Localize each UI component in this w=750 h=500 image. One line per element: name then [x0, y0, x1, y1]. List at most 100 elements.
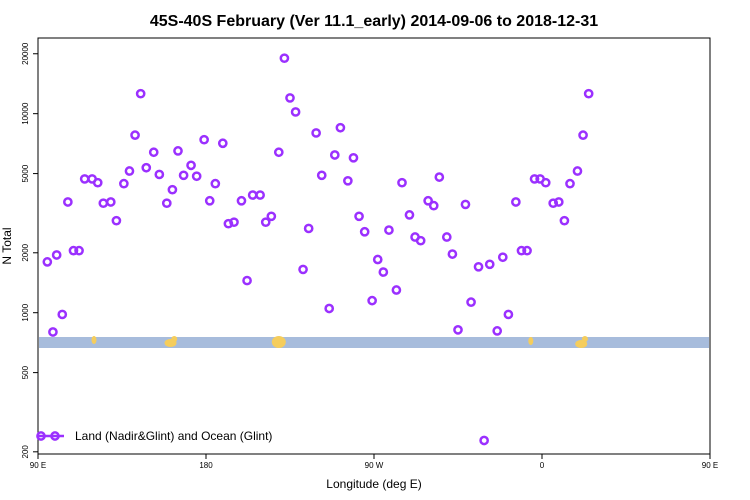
data-point: [51, 250, 62, 260]
data-point: [141, 162, 152, 173]
data-point: [565, 178, 575, 189]
y-tick-label: 1000: [21, 303, 30, 321]
data-point: [441, 232, 452, 242]
legend-marker: [50, 431, 60, 441]
data-point: [298, 264, 308, 275]
data-point: [210, 178, 221, 189]
data-point: [583, 88, 594, 99]
data-point: [303, 223, 314, 234]
x-axis-label: Longitude (deg E): [326, 477, 421, 491]
data-point: [404, 210, 415, 220]
data-point: [516, 245, 527, 256]
x-tick-label: 90 E: [702, 461, 718, 470]
y-tick-label: 2000: [21, 243, 30, 261]
data-point: [553, 197, 564, 207]
data-point: [191, 171, 202, 182]
data-point: [511, 197, 521, 207]
data-point: [497, 252, 508, 263]
data-point: [199, 134, 209, 145]
data-point: [529, 174, 540, 184]
y-tick-label: 5000: [21, 164, 30, 182]
y-tick-label: 20000: [21, 42, 30, 65]
data-point: [57, 309, 68, 320]
data-point: [484, 259, 495, 270]
data-point: [578, 130, 588, 140]
data-point: [572, 166, 583, 176]
plot-frame: [37, 37, 711, 455]
data-point: [372, 254, 383, 265]
data-point: [316, 170, 327, 181]
data-point: [285, 93, 295, 103]
data-point: [384, 225, 394, 235]
data-point: [247, 190, 258, 200]
data-point: [391, 285, 402, 295]
data-point: [186, 160, 196, 171]
data-point: [92, 177, 103, 188]
data-point: [460, 199, 471, 210]
data-point: [359, 226, 370, 237]
data-point: [335, 122, 346, 133]
land-patch: [271, 336, 286, 348]
data-point: [178, 170, 189, 181]
land-patch: [575, 340, 588, 348]
data-point: [130, 130, 140, 140]
data-point: [119, 178, 129, 189]
ocean-band: [39, 337, 709, 348]
data-point: [492, 326, 503, 336]
data-point: [124, 166, 135, 176]
data-point: [329, 150, 340, 160]
land-ocean-band: [39, 336, 709, 348]
land-patch: [528, 337, 534, 345]
y-axis-label: N Total: [0, 227, 14, 264]
x-axis: 90 E 180 90 W 0 90 E: [30, 454, 718, 470]
data-point: [311, 128, 321, 138]
data-point: [68, 245, 79, 256]
data-point: [173, 146, 183, 156]
data-point: [148, 147, 159, 158]
data-point: [111, 215, 122, 226]
data-point: [135, 88, 146, 99]
data-point: [167, 184, 178, 195]
legend: Land (Nadir&Glint) and Ocean (Glint): [36, 429, 272, 443]
data-point: [479, 435, 489, 446]
data-point: [354, 211, 364, 222]
y-tick-label: 500: [21, 365, 30, 379]
data-point: [466, 297, 476, 307]
data-point: [428, 200, 439, 211]
data-point: [79, 174, 90, 184]
x-tick-label: 180: [199, 461, 213, 470]
data-point: [415, 235, 426, 246]
legend-label: Land (Nadir&Glint) and Ocean (Glint): [75, 429, 272, 443]
data-point: [217, 138, 228, 149]
data-point: [204, 195, 215, 206]
data-point: [279, 53, 290, 64]
y-axis: 200 500 1000 2000 5000 10000 20000: [21, 42, 38, 458]
land-patch: [581, 336, 588, 342]
land-patch: [171, 336, 178, 342]
data-point: [453, 325, 463, 335]
data-point: [559, 215, 570, 226]
chart-title: 45S-40S February (Ver 11.1_early) 2014-0…: [150, 13, 598, 30]
data-point: [423, 195, 433, 206]
data-point: [522, 245, 532, 256]
x-tick-label: 0: [540, 461, 545, 470]
data-point: [63, 197, 73, 207]
data-point: [154, 169, 165, 180]
data-point: [397, 177, 407, 188]
data-point: [540, 177, 551, 188]
data-point: [260, 217, 271, 228]
data-point: [161, 198, 172, 209]
data-point: [290, 107, 301, 117]
data-point: [266, 211, 277, 222]
x-tick-label: 90 E: [30, 461, 46, 470]
land-patch: [91, 336, 97, 344]
data-point: [367, 295, 377, 306]
data-point: [378, 267, 389, 277]
data-point: [236, 195, 247, 206]
data-point: [503, 309, 514, 320]
y-tick-label: 10000: [21, 102, 30, 125]
data-point: [348, 152, 359, 163]
data-point: [42, 257, 53, 267]
data-point: [434, 172, 445, 182]
